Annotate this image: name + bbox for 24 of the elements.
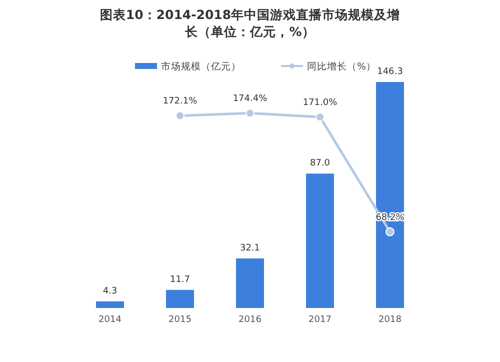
data-label: 146.3: [377, 67, 403, 77]
data-label: 4.3: [102, 286, 118, 296]
x-tick-label: 2014: [98, 315, 122, 325]
legend-label: 同比增长（%）: [307, 60, 376, 72]
point: [246, 108, 254, 118]
legend-label: 市场规模（亿元）: [161, 60, 241, 72]
data-label: 11.7: [170, 274, 190, 285]
point: [176, 111, 184, 120]
data-label: 172.1%: [162, 96, 198, 107]
point: [386, 227, 394, 236]
data-label: 174.4%: [232, 94, 268, 104]
x-tick-label: 2016: [238, 315, 262, 325]
x-tick-label: 2017: [308, 315, 332, 325]
bar: [376, 82, 404, 308]
bar: [166, 290, 194, 308]
x-tick-label: 2015: [168, 315, 192, 325]
chart-title: 图表10：2014-2018年中国游戏直播市场规模及增长（单位：亿元，%）: [98, 6, 402, 40]
bar: [236, 258, 264, 308]
data-label: 32.1: [240, 243, 260, 254]
bar: [96, 301, 124, 308]
x-tick-label: 2018: [378, 315, 402, 325]
data-label: 171.0%: [302, 98, 338, 108]
data-label: 87.0: [310, 158, 330, 169]
bar: [306, 174, 334, 308]
